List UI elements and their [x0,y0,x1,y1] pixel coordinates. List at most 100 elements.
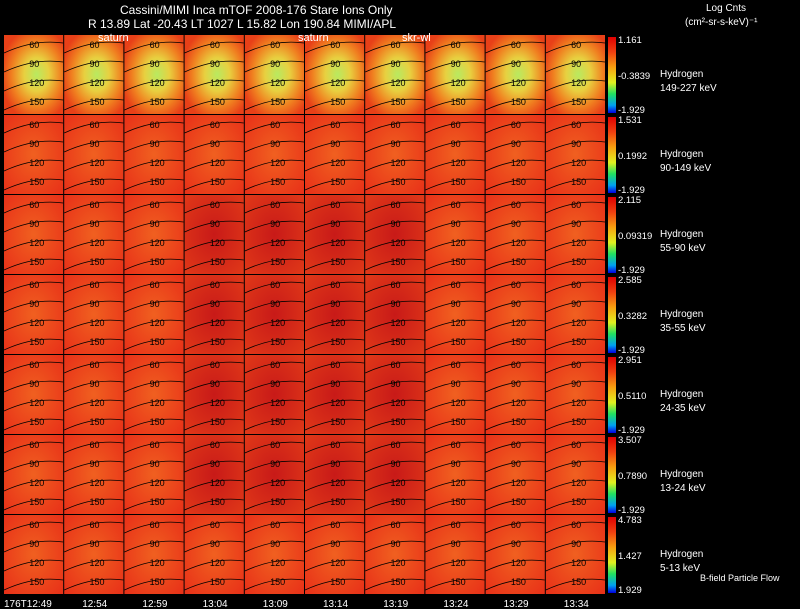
contour-line [184,578,244,591]
contour-label: 90 [150,59,160,69]
contour-line [365,159,425,172]
contour-line [485,60,545,73]
contour-line [244,578,305,591]
contour-line [3,361,64,374]
contour-line [304,201,365,214]
contour-line [184,418,244,431]
contour-line [64,460,124,473]
contour-line [3,140,64,153]
contour-label: 90 [511,379,521,389]
contour-label: 60 [390,200,400,210]
contour-label: 120 [390,398,405,408]
contour-line [425,121,485,134]
contour-label: 150 [330,257,345,267]
time-tick-label: 13:29 [504,599,529,609]
contour-line [304,121,365,134]
contour-line [304,79,365,92]
contour-line [365,338,425,351]
contour-label: 120 [29,478,44,488]
contour-label: 90 [150,219,160,229]
contour-line [425,178,485,191]
contour-line [304,578,365,591]
contour-label: 60 [210,520,220,530]
contour-line [124,201,184,214]
contour-label: 150 [390,497,405,507]
contour-label: 120 [150,478,165,488]
contour-label: 150 [29,337,44,347]
contour-line [304,98,365,111]
contour-line [64,521,124,534]
contour-label: 120 [29,318,44,328]
contour-line [485,540,545,553]
contour-line [304,258,365,271]
contour-label: 150 [451,577,466,587]
contour-label: 150 [150,497,165,507]
contour-label: 120 [150,238,165,248]
contour-label: 90 [89,219,99,229]
contour-line [304,60,365,73]
contour-line [545,361,606,374]
contour-line [244,460,305,473]
contour-label: 60 [511,520,521,530]
colorbar-value: 4.783 [618,515,642,526]
contour-line [124,460,184,473]
contour-label: 60 [330,200,340,210]
contour-line [365,399,425,412]
contour-label: 60 [210,200,220,210]
contour-label: 90 [330,59,340,69]
contour-label: 60 [89,40,99,50]
contour-label: 90 [210,459,220,469]
contour-line [64,60,124,73]
contour-label: 90 [330,539,340,549]
contour-line [184,399,244,412]
contour-line [184,178,244,191]
contour-line [124,338,184,351]
contour-line [545,300,606,313]
contour-line [304,220,365,233]
contour-label: 120 [270,398,285,408]
contour-label: 150 [89,497,104,507]
contour-label: 90 [511,59,521,69]
contour-label: 120 [330,78,345,88]
contour-label: 120 [390,158,405,168]
contour-line [124,300,184,313]
contour-label: 90 [29,219,39,229]
contour-label: 90 [270,459,280,469]
contour-label: 150 [451,497,466,507]
contour-label: 120 [451,478,466,488]
contour-line [365,121,425,134]
contour-label: 120 [270,558,285,568]
contour-label: 60 [89,360,99,370]
contour-label: 90 [330,139,340,149]
contour-label: 120 [571,478,586,488]
contour-label: 60 [571,360,581,370]
contour-line [304,399,365,412]
contour-line [64,441,124,454]
colorbar [608,437,616,513]
contour-label: 150 [330,497,345,507]
contour-line [425,559,485,572]
contour-label: 90 [89,459,99,469]
time-tick-label: 13:34 [564,599,589,609]
contour-line [304,380,365,393]
contour-label: 90 [330,299,340,309]
contour-line [124,60,184,73]
contour-label: 150 [330,337,345,347]
contour-line [425,258,485,271]
contour-line [485,521,545,534]
contour-label: 120 [330,238,345,248]
contour-line [64,338,124,351]
contour-label: 120 [330,398,345,408]
contour-label: 90 [330,459,340,469]
contour-label: 150 [29,417,44,427]
contour-line [365,178,425,191]
contour-label: 60 [89,200,99,210]
contour-line [64,258,124,271]
contour-line [124,220,184,233]
contour-line [244,479,305,492]
contour-line [485,460,545,473]
contour-line [184,300,244,313]
colorbar-value: 0.09319 [618,231,652,242]
contour-line [365,521,425,534]
contour-line [365,258,425,271]
